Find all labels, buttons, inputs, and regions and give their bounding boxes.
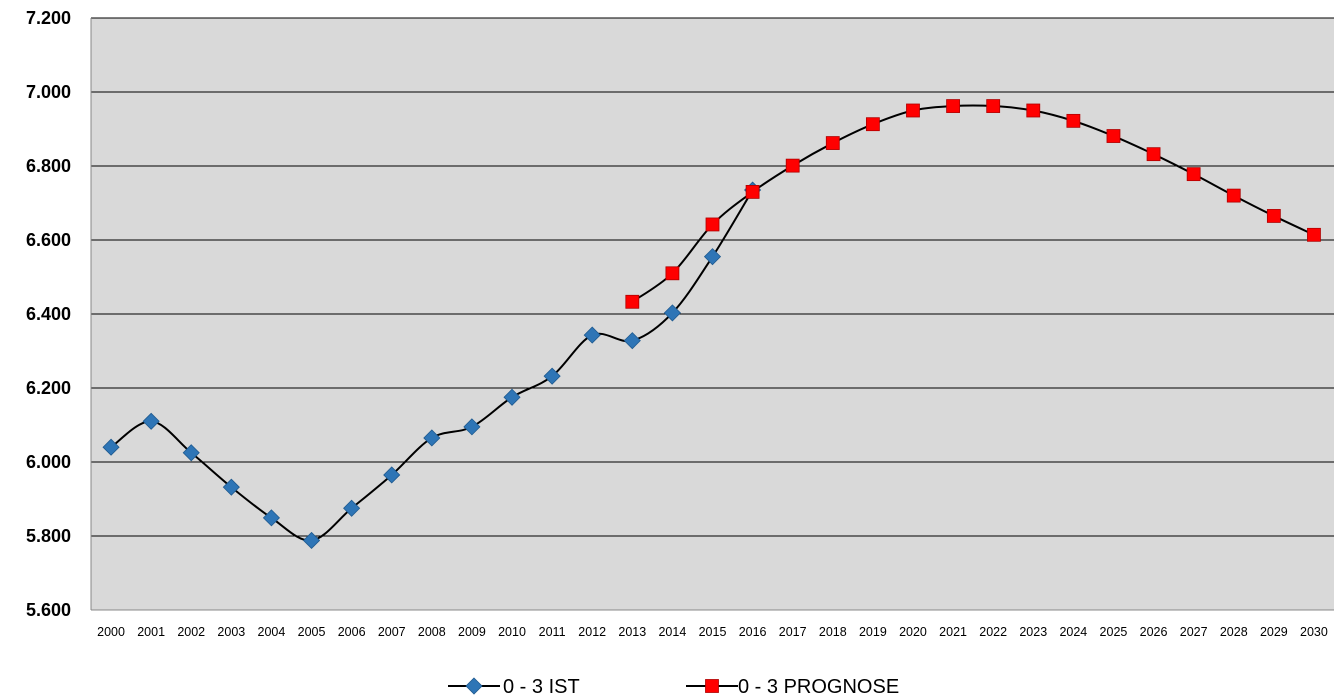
y-tick-label: 6.200 (26, 378, 71, 398)
series-1 (625, 99, 1321, 309)
x-tick-label: 2027 (1180, 625, 1208, 639)
x-tick-label: 2004 (258, 625, 286, 639)
data-point (503, 388, 521, 406)
data-point (262, 509, 281, 527)
x-tick-label: 2011 (539, 625, 566, 639)
series-0 (102, 181, 762, 550)
x-tick-label: 2026 (1140, 625, 1168, 639)
data-point (946, 99, 960, 113)
data-point (583, 326, 601, 344)
y-tick-label: 6.400 (26, 304, 71, 324)
x-tick-label: 2003 (217, 625, 245, 639)
x-tick-label: 2023 (1019, 625, 1047, 639)
data-point (665, 266, 680, 281)
legend-label: 0 - 3 PROGNOSE (738, 676, 899, 698)
x-tick-label: 2006 (338, 625, 366, 639)
legend-item-1: 0 - 3 PROGNOSE (686, 676, 899, 698)
x-tick-label: 2016 (739, 625, 767, 639)
x-tick-label: 2012 (578, 625, 606, 639)
data-point (865, 117, 880, 132)
legend-label: 0 - 3 IST (503, 676, 580, 698)
y-tick-label: 7.000 (26, 82, 71, 102)
y-tick-label: 6.600 (26, 230, 71, 250)
data-point (1307, 227, 1321, 242)
data-point (182, 444, 200, 462)
gridlines (91, 17, 1334, 537)
y-axis-ticks: 5.600 5.800 6.000 6.200 6.400 6.600 6.800 7.000… (26, 8, 71, 620)
x-tick-label: 2014 (658, 625, 686, 639)
x-tick-label: 2021 (939, 625, 967, 639)
y-tick-label: 6.800 (26, 156, 71, 176)
data-point (986, 99, 1001, 113)
data-point (463, 418, 481, 436)
data-point (663, 304, 681, 322)
data-point (703, 248, 722, 266)
x-tick-label: 2001 (137, 625, 165, 639)
x-tick-label: 2008 (418, 625, 446, 639)
x-tick-label: 2022 (979, 625, 1007, 639)
data-point (625, 294, 640, 309)
legend-item-0: 0 - 3 IST (448, 676, 580, 698)
y-tick-label: 6.000 (26, 452, 71, 472)
data-point (1146, 147, 1161, 162)
data-point (623, 332, 641, 350)
x-tick-label: 2013 (618, 625, 646, 639)
x-tick-label: 2007 (378, 625, 406, 639)
data-point (423, 429, 441, 447)
x-tick-label: 2029 (1260, 625, 1288, 639)
x-tick-label: 2030 (1300, 625, 1328, 639)
x-tick-label: 2010 (498, 625, 526, 639)
x-tick-label: 2024 (1059, 625, 1087, 639)
data-point (1106, 129, 1121, 143)
data-point (343, 499, 361, 517)
x-tick-label: 2005 (298, 625, 326, 639)
x-tick-label: 2028 (1220, 625, 1248, 639)
x-tick-label: 2000 (97, 625, 125, 639)
data-point (102, 438, 120, 456)
x-tick-label: 2002 (177, 625, 205, 639)
legend-marker (705, 679, 719, 693)
legend-marker (465, 677, 483, 695)
data-point (825, 136, 840, 150)
x-tick-label: 2017 (779, 625, 807, 639)
x-tick-label: 2020 (899, 625, 927, 639)
data-point (906, 103, 920, 118)
data-point (383, 466, 401, 484)
y-tick-label: 5.600 (26, 600, 71, 620)
data-point (302, 531, 321, 550)
data-point (1226, 188, 1241, 203)
data-point (1026, 103, 1041, 118)
data-point (1266, 209, 1281, 223)
legend: 0 - 3 IST 0 - 3 PROGNOSE (448, 676, 899, 698)
data-point (222, 478, 240, 496)
data-point (543, 367, 561, 385)
x-tick-label: 2009 (458, 625, 486, 639)
x-axis-ticks: 2000 2001 2002 2003 2004 2005 2006 2007 2008 2009… (97, 625, 1328, 639)
data-point (785, 158, 800, 173)
data-point (142, 412, 160, 430)
series-group (102, 99, 1321, 550)
y-tick-label: 7.200 (26, 8, 71, 28)
x-tick-label: 2015 (699, 625, 727, 639)
x-tick-label: 2019 (859, 625, 887, 639)
data-point (705, 217, 720, 232)
data-point (1066, 113, 1081, 128)
data-point (1186, 167, 1201, 182)
data-point (745, 184, 760, 199)
x-tick-label: 2025 (1100, 625, 1128, 639)
x-tick-label: 2018 (819, 625, 847, 639)
y-tick-label: 5.800 (26, 526, 71, 546)
